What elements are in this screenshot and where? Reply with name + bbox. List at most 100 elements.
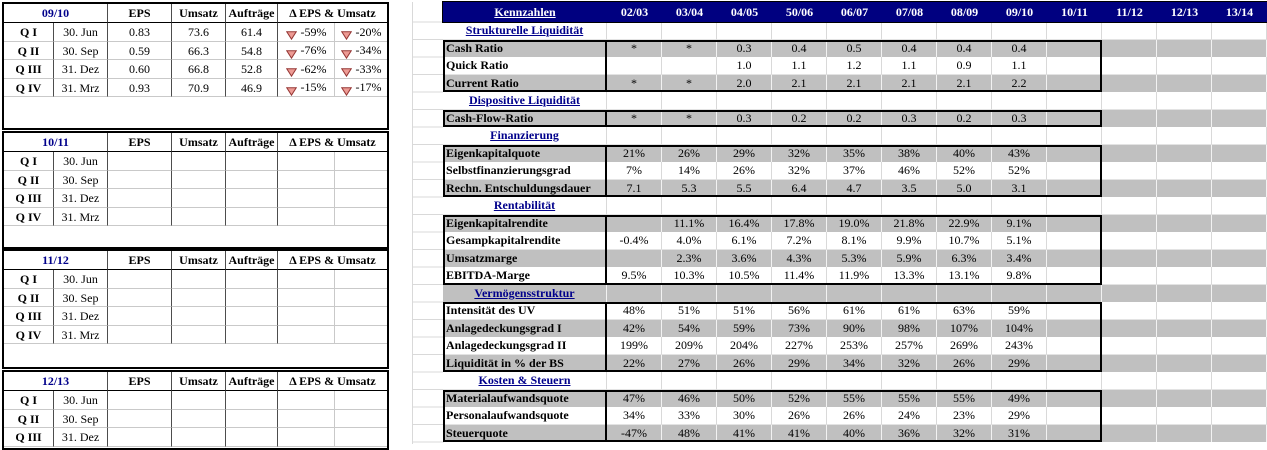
date-cell[interactable]: 31. Dez [54,307,108,326]
value-cell[interactable]: 26% [772,407,827,425]
value-cell[interactable]: 48% [662,424,717,442]
value-cell[interactable]: 3.4% [992,249,1047,267]
auftraege-cell[interactable] [226,325,278,344]
empty-cell[interactable] [1212,22,1267,40]
col-header-eps[interactable]: EPS [108,133,172,152]
value-cell[interactable] [1047,232,1102,250]
year-header-02-03[interactable]: 02/03 [607,2,662,22]
delta-eps-cell[interactable]: -59% [278,23,335,42]
value-cell[interactable]: 40% [937,144,992,162]
umsatz-cell[interactable] [172,391,226,410]
value-cell[interactable] [1157,424,1212,442]
value-cell[interactable]: 199% [607,337,662,355]
eps-cell[interactable] [108,325,172,344]
empty-cell[interactable] [717,22,772,40]
empty-cell[interactable] [1212,372,1267,390]
auftraege-cell[interactable] [226,409,278,428]
kennzahlen-title-cell[interactable]: Kennzahlen [443,2,607,22]
delta-umsatz-cell[interactable] [335,289,387,307]
value-cell[interactable] [607,249,662,267]
value-cell[interactable]: 32% [937,424,992,442]
value-cell[interactable]: 13.3% [882,267,937,285]
value-cell[interactable] [1102,232,1157,250]
empty-cell[interactable] [1102,372,1157,390]
quarter-label-cell[interactable]: Q II [4,288,54,307]
col-header-auftraege[interactable]: Aufträge [226,251,278,270]
year-header-13-14[interactable]: 13/14 [1212,2,1267,22]
value-cell[interactable]: 42% [607,319,662,337]
value-cell[interactable]: 0.3 [717,109,772,127]
empty-cell[interactable] [827,284,882,302]
value-cell[interactable] [1102,109,1157,127]
eps-cell[interactable] [108,391,172,410]
value-cell[interactable] [607,57,662,75]
value-cell[interactable]: 52% [772,389,827,407]
eps-cell[interactable] [108,152,172,171]
year-header-04-05[interactable]: 04/05 [717,2,772,22]
value-cell[interactable] [1102,354,1157,372]
empty-cell[interactable] [1102,92,1157,110]
value-cell[interactable]: 52% [992,162,1047,180]
empty-cell[interactable] [882,22,937,40]
value-cell[interactable] [1157,39,1212,57]
empty-cell[interactable] [1047,284,1102,302]
col-header-auftraege[interactable]: Aufträge [226,4,278,23]
empty-cell[interactable] [937,127,992,145]
value-cell[interactable]: 16.4% [717,214,772,232]
value-cell[interactable]: 31% [992,424,1047,442]
value-cell[interactable] [1047,162,1102,180]
value-cell[interactable]: 29% [992,407,1047,425]
empty-cell[interactable] [607,284,662,302]
delta-eps-cell[interactable]: -15% [278,78,335,97]
value-cell[interactable]: 43% [992,144,1047,162]
eps-cell[interactable] [108,288,172,307]
value-cell[interactable]: 269% [937,337,992,355]
section-title-cell[interactable]: Strukturelle Liquidität [443,22,607,40]
value-cell[interactable] [1047,319,1102,337]
value-cell[interactable]: 11.9% [827,267,882,285]
auftraege-cell[interactable]: 61.4 [226,23,278,42]
empty-cell[interactable] [717,284,772,302]
date-cell[interactable]: 30. Jun [54,270,108,289]
value-cell[interactable] [1047,267,1102,285]
value-cell[interactable] [1157,144,1212,162]
value-cell[interactable]: 3.5 [882,179,937,197]
value-cell[interactable]: 32% [772,144,827,162]
umsatz-cell[interactable]: 70.9 [172,78,226,97]
value-cell[interactable]: 1.1 [992,57,1047,75]
value-cell[interactable]: 0.2 [827,109,882,127]
delta-eps-cell[interactable] [278,391,335,410]
period-label[interactable]: 12/13 [4,372,108,391]
value-cell[interactable]: 29% [717,144,772,162]
empty-cell[interactable] [992,372,1047,390]
auftraege-cell[interactable]: 52.8 [226,60,278,79]
value-cell[interactable] [1212,74,1267,92]
value-cell[interactable] [1157,74,1212,92]
value-cell[interactable]: 2.1 [772,74,827,92]
year-header-06-07[interactable]: 06/07 [827,2,882,22]
value-cell[interactable] [1047,109,1102,127]
empty-cell[interactable] [607,197,662,215]
col-header-eps[interactable]: EPS [108,251,172,270]
year-header-08-09[interactable]: 08/09 [937,2,992,22]
value-cell[interactable]: 1.1 [882,57,937,75]
year-header-09-10[interactable]: 09/10 [992,2,1047,22]
empty-cell[interactable] [717,372,772,390]
value-cell[interactable]: 11.1% [662,214,717,232]
value-cell[interactable]: 26% [717,354,772,372]
value-cell[interactable]: 19.0% [827,214,882,232]
value-cell[interactable]: 5.9% [882,249,937,267]
value-cell[interactable] [1157,407,1212,425]
umsatz-cell[interactable] [172,325,226,344]
value-cell[interactable]: 48% [607,302,662,320]
empty-cell[interactable] [717,92,772,110]
empty-cell[interactable] [992,92,1047,110]
quarter-label-cell[interactable]: Q IV [4,325,54,344]
period-label[interactable]: 11/12 [4,251,108,270]
col-header-eps[interactable]: EPS [108,4,172,23]
delta-eps-cell[interactable]: -62% [278,60,335,79]
value-cell[interactable] [1047,179,1102,197]
empty-cell[interactable] [717,197,772,215]
delta-umsatz-cell[interactable] [335,208,387,226]
empty-cell[interactable] [827,372,882,390]
